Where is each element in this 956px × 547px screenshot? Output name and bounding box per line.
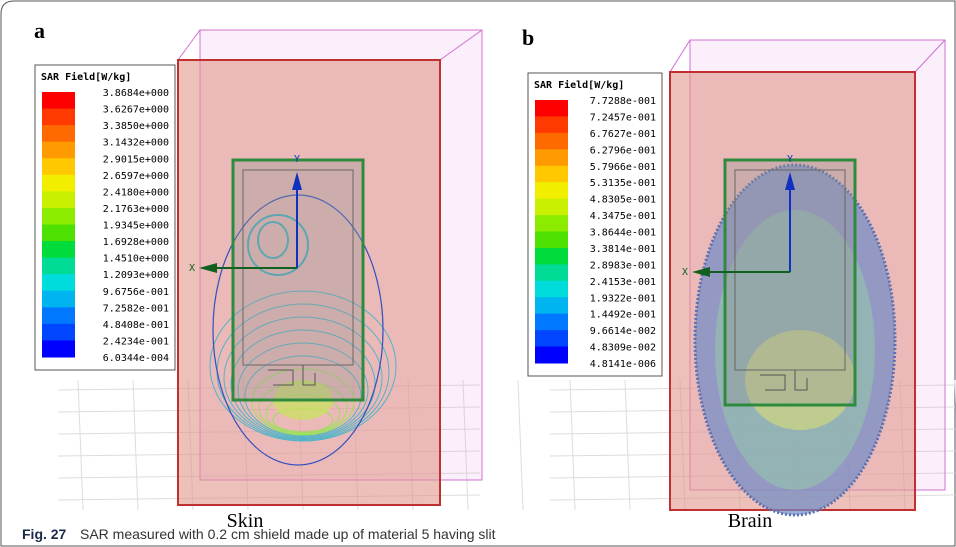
legend-value: 1.4492e-001 [590,310,656,321]
panel: YXaSkinSAR Field[W/kg]3.8684e+0003.6267e… [34,18,523,532]
legend-swatch [42,208,75,225]
legend-value: 7.2457e-001 [590,112,656,123]
legend-value: 9.6756e-001 [103,287,169,298]
legend-swatch [535,314,568,331]
legend-swatch [42,191,75,208]
panel-label: b [522,25,534,50]
legend-swatch [535,166,568,183]
legend-value: 4.8305e-001 [590,195,656,206]
legend-swatch [535,232,568,249]
y-axis-label: Y [787,154,793,165]
legend-swatch [535,199,568,216]
legend-swatch [535,281,568,298]
legend-swatch [535,330,568,347]
legend-value: 1.9322e-001 [590,293,656,304]
legend-value: 2.6597e+000 [103,171,169,182]
legend-swatch [42,324,75,341]
legend-value: 6.2796e-001 [590,145,656,156]
legend-value: 3.1432e+000 [103,138,169,149]
legend-value: 3.3850e+000 [103,121,169,132]
legend-value: 6.7627e-001 [590,129,656,140]
legend-swatch [535,297,568,314]
legend-swatch [535,182,568,199]
legend-value: 3.8644e-001 [590,228,656,239]
figure: YXaSkinSAR Field[W/kg]3.8684e+0003.6267e… [0,0,956,547]
legend-swatch [42,340,75,357]
legend-value: 7.2582e-001 [103,303,169,314]
legend-swatch [42,225,75,242]
legend-value: 2.8983e-001 [590,260,656,271]
legend-swatch [42,274,75,291]
outer-edge [178,30,200,60]
panel-label: a [34,18,45,43]
legend-swatch [42,258,75,275]
legend-value: 4.3475e-001 [590,211,656,222]
legend-value: 5.3135e-001 [590,178,656,189]
figure-label: Fig. 27 [22,526,67,542]
legend-swatch [42,241,75,258]
floor-grid [133,380,138,510]
legend-swatch [535,133,568,150]
legend-value: 4.8408e-001 [103,320,169,331]
x-axis-label: X [189,263,195,274]
legend-swatch [42,175,75,192]
legend-swatch [42,158,75,175]
legend-swatch [42,291,75,308]
floor-grid [625,380,630,510]
legend-value: 4.8141e-006 [590,359,656,370]
legend-value: 1.4510e+000 [103,254,169,265]
legend-swatch [535,116,568,133]
legend-value: 1.9345e+000 [103,221,169,232]
x-axis-label: X [682,267,688,278]
legend-title: SAR Field[W/kg] [534,79,624,91]
legend-value: 9.6614e-002 [590,326,656,337]
legend-value: 2.4234e-001 [103,336,169,347]
legend-swatch [42,125,75,142]
legend-title: SAR Field[W/kg] [41,71,131,83]
legend-value: 7.7288e-001 [590,96,656,107]
figure-caption: SAR measured with 0.2 cm shield made up … [80,526,496,542]
legend-value: 2.4180e+000 [103,187,169,198]
legend-swatch [535,264,568,281]
panel-caption: Brain [728,510,772,532]
legend-swatch [535,215,568,232]
legend-swatch [535,248,568,265]
legend-value: 3.3814e-001 [590,244,656,255]
legend-value: 1.6928e+000 [103,237,169,248]
legend-swatch [42,109,75,126]
legend-value: 2.4153e-001 [590,277,656,288]
legend-value: 1.2093e+000 [103,270,169,281]
legend-swatch [535,100,568,117]
y-axis-label: Y [294,154,300,165]
legend-swatch [535,347,568,364]
panel: Y Xb Brain SAR Field[W/kg] 7.7288e-001 7.2457… [522,25,956,532]
legend-value: 2.9015e+000 [103,154,169,165]
legend-value: 2.1763e+000 [103,204,169,215]
outer-edge [670,40,690,72]
legend-value: 4.8309e-002 [590,343,656,354]
legend-swatch [42,307,75,324]
floor-grid [570,380,575,510]
legend-swatch [535,149,568,166]
legend-value: 3.6267e+000 [103,105,169,116]
legend-swatch [42,142,75,159]
legend-value: 3.8684e+000 [103,88,169,99]
legend-value: 5.7966e-001 [590,162,656,173]
legend-value: 6.0344e-004 [103,353,169,364]
legend-swatch [42,92,75,109]
floor-grid [518,380,523,510]
floor-grid [78,380,83,510]
